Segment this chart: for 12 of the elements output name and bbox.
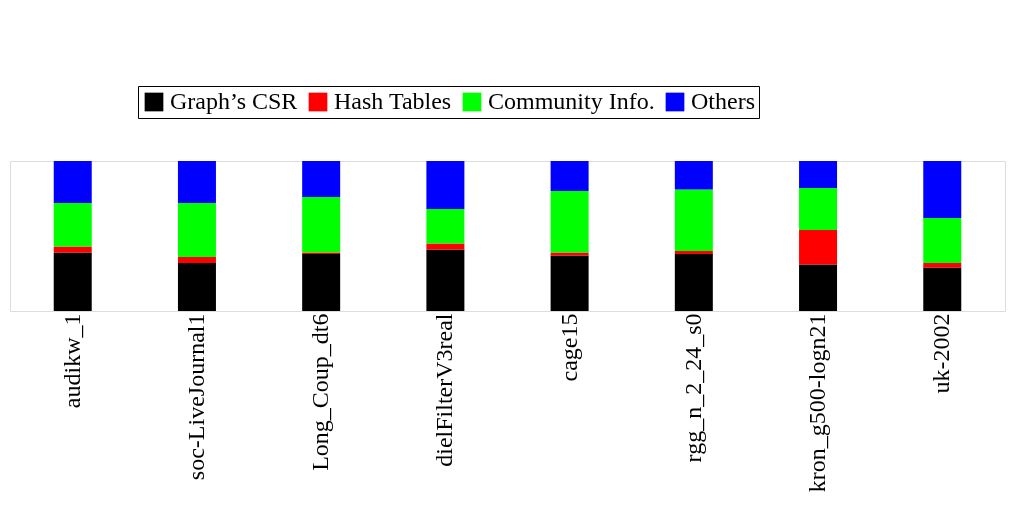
x-tick-label: rgg_n_2_24_s0 bbox=[679, 313, 706, 463]
x-tick-label: uk-2002 bbox=[928, 313, 955, 394]
x-tick-label: audikw_1 bbox=[58, 313, 85, 409]
x-tick-label: Long_Coup_dt6 bbox=[307, 313, 334, 471]
x-tick-label: soc-LiveJournal1 bbox=[182, 313, 209, 481]
x-tick-label: cage15 bbox=[555, 313, 582, 382]
legend-label: Community Info. bbox=[488, 88, 655, 114]
legend-label: Others bbox=[691, 88, 755, 114]
x-tick-label: dielFilterV3real bbox=[431, 313, 458, 467]
legend-label: Hash Tables bbox=[334, 88, 452, 114]
legend-label: Graph’s CSR bbox=[170, 88, 298, 114]
x-tick-label: kron_g500-logn21 bbox=[804, 313, 831, 493]
